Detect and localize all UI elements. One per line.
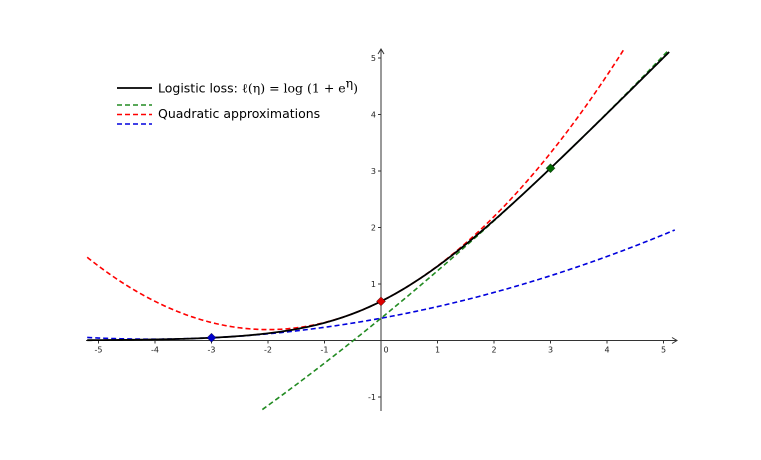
- x-tick-label: -5: [95, 346, 103, 355]
- x-tick-label: -3: [208, 346, 216, 355]
- y-tick-label: 4: [371, 111, 376, 120]
- y-tick-label: 5: [371, 54, 376, 63]
- x-tick-label: -2: [264, 346, 272, 355]
- x-tick-label: 4: [604, 346, 609, 355]
- y-tick-label: -1: [368, 393, 376, 402]
- x-tick-label: -1: [321, 346, 329, 355]
- x-tick-label: 0: [383, 346, 388, 355]
- legend-label-quadratic: Quadratic approximations: [158, 106, 320, 121]
- x-tick-label: -4: [151, 346, 159, 355]
- marker-red: [376, 296, 386, 307]
- legend: Logistic loss: ℓ(η) = log (1 + eη) Quadra…: [117, 76, 358, 125]
- x-tick-label: 1: [435, 346, 440, 355]
- y-axis-arrow: [377, 48, 385, 55]
- legend-label-logistic: Logistic loss: ℓ(η) = log (1 + eη): [158, 76, 358, 96]
- y-tick-label: 1: [371, 280, 376, 289]
- marker-blue: [206, 332, 217, 343]
- x-tick-label: 2: [491, 346, 496, 355]
- marker-green: [545, 163, 556, 174]
- axes: -5 -4 -3 -2 -1 0 1 2 3 4 5 -1 1 2 3 4 5: [86, 48, 678, 411]
- x-tick-label: 3: [548, 346, 553, 355]
- y-tick-label: 2: [371, 224, 376, 233]
- x-axis-arrow: [671, 337, 678, 344]
- x-tick-label: 5: [661, 346, 666, 355]
- quadratic-approx-green: [261, 49, 670, 411]
- y-tick-label: 3: [371, 167, 376, 176]
